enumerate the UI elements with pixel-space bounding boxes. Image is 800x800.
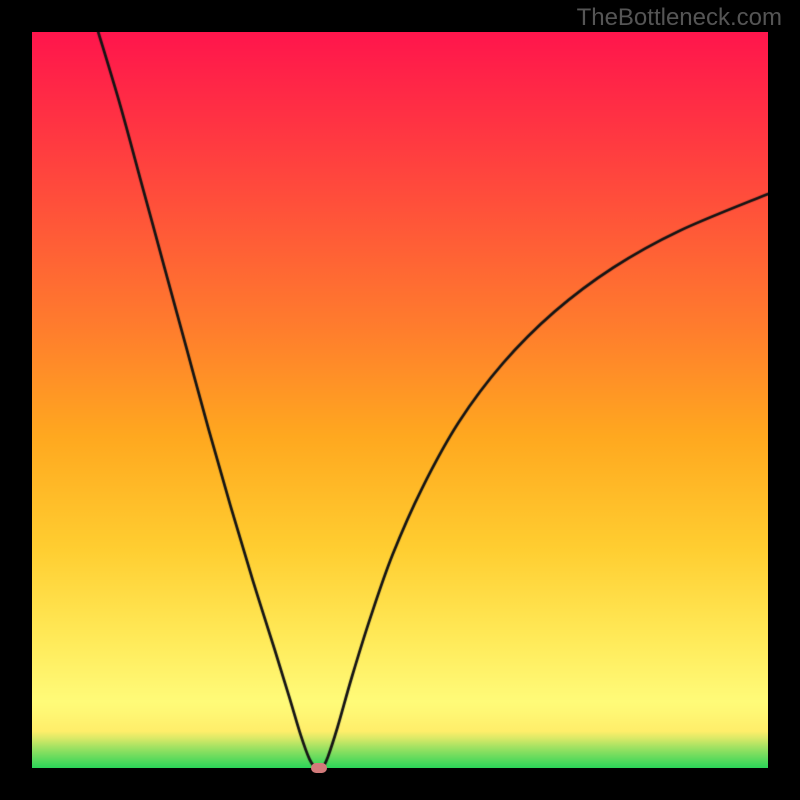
watermark-text: TheBottleneck.com: [577, 4, 782, 32]
chart-frame: TheBottleneck.com: [0, 0, 800, 800]
minimum-marker: [311, 763, 327, 773]
bottleneck-curve: [32, 32, 768, 768]
plot-area: [32, 32, 768, 768]
